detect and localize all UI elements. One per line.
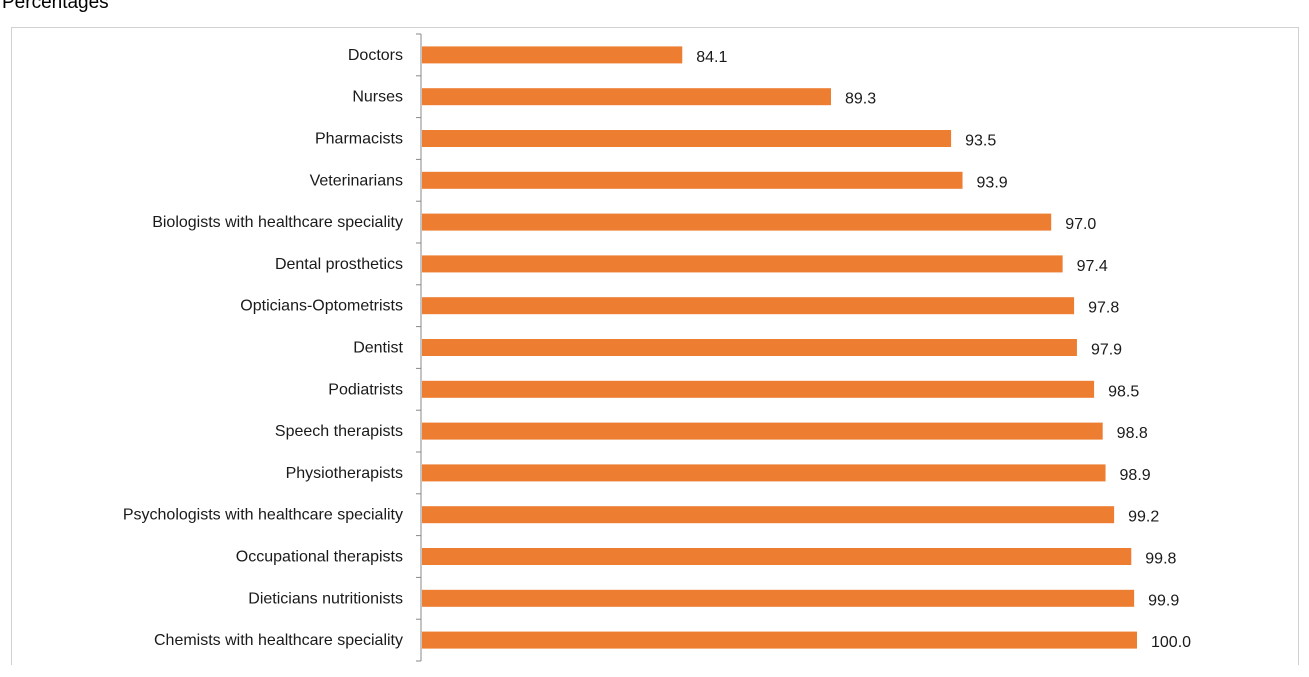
value-label: 99.8 [1145,551,1176,568]
category-label: Nurses [352,89,403,106]
value-label: 99.2 [1128,509,1159,526]
value-label: 98.9 [1120,467,1151,484]
value-label: 97.0 [1065,216,1096,233]
category-label: Chemists with healthcare speciality [154,632,403,649]
category-label: Psychologists with healthcare speciality [123,507,403,524]
category-label: Doctors [348,47,403,64]
bar [422,381,1094,398]
bar [422,88,831,105]
category-label: Physiotherapists [286,465,403,482]
value-label: 89.3 [845,91,876,108]
bar [422,255,1063,272]
bar [422,423,1103,440]
value-label: 84.1 [696,49,727,66]
category-label: Pharmacists [315,131,403,148]
bar [422,297,1074,314]
category-label: Dieticians nutritionists [248,590,403,607]
bar [422,130,951,147]
value-label: 98.5 [1108,383,1139,400]
bar [422,46,682,63]
category-label: Biologists with healthcare speciality [152,214,403,231]
value-label: 97.8 [1088,300,1119,317]
bar [422,339,1077,356]
bar [422,548,1131,565]
value-label: 93.5 [965,133,996,150]
value-label: 98.8 [1117,425,1148,442]
bar [422,632,1137,649]
bar [422,590,1134,607]
value-label: 93.9 [977,174,1008,191]
value-label: 100.0 [1151,634,1191,651]
category-label: Dental prosthetics [275,256,403,273]
bar [422,506,1114,523]
category-label: Podiatrists [328,381,403,398]
category-label: Speech therapists [275,423,403,440]
bar [422,214,1051,231]
category-label: Occupational therapists [236,549,403,566]
value-label: 99.9 [1148,592,1179,609]
value-label: 97.9 [1091,342,1122,359]
category-label: Veterinarians [310,172,403,189]
category-label: Opticians-Optometrists [240,298,403,315]
bar [422,172,963,189]
category-label: Dentist [353,340,403,357]
value-label: 97.4 [1077,258,1108,275]
bar [422,464,1106,481]
